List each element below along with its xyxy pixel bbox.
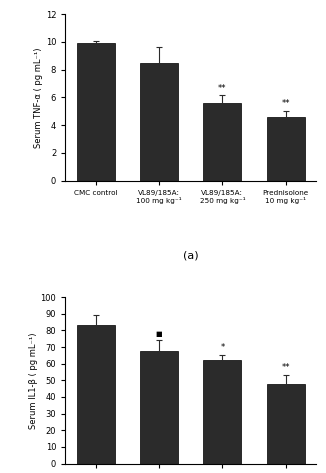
Y-axis label: Serum IL1-β ( pg mL⁻¹): Serum IL1-β ( pg mL⁻¹) (29, 332, 37, 429)
Bar (267, 117, 305, 181)
Bar (267, 384, 305, 464)
Bar (140, 63, 178, 181)
Bar (77, 44, 115, 181)
Bar (203, 103, 242, 181)
Text: **: ** (218, 84, 227, 93)
Text: *: * (220, 343, 225, 352)
Text: **: ** (282, 363, 290, 372)
Bar (77, 325, 115, 464)
Text: (a): (a) (183, 251, 199, 261)
Y-axis label: Serum TNF-α ( pg mL⁻¹): Serum TNF-α ( pg mL⁻¹) (34, 47, 43, 148)
Text: **: ** (282, 99, 290, 108)
Bar (203, 360, 242, 464)
Text: ■: ■ (156, 331, 162, 337)
Bar (140, 351, 178, 464)
